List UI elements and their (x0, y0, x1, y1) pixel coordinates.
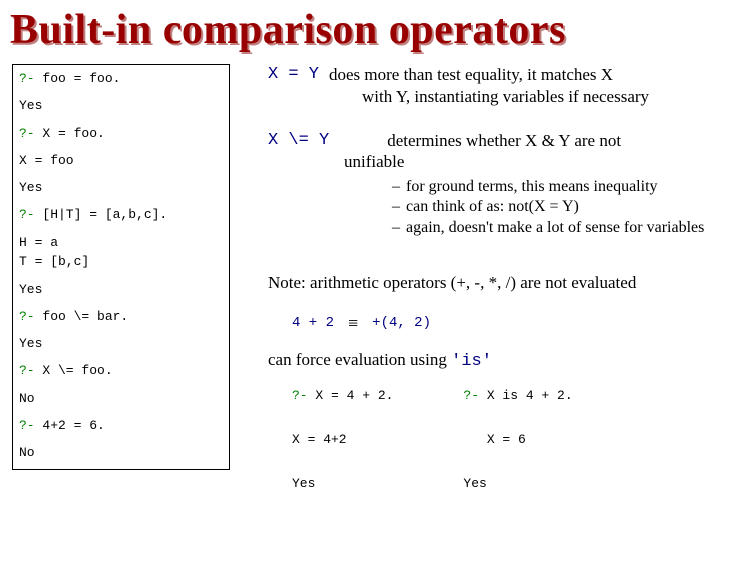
explain-not-unify: X \= Y determines whether X & Y are not … (268, 130, 752, 239)
explain-text: does more than test equality, it matches… (319, 64, 613, 86)
arithmetic-equiv: 4 + 2 ≡ +(4, 2) (268, 312, 752, 335)
left-column: ?- foo = foo. Yes ?- X = foo. X = foo Ye… (12, 64, 230, 495)
example-equals: ?- X = 4 + 2. X = 4+2 Yes (292, 385, 393, 495)
explain-text: with Y, instantiating variables if neces… (268, 86, 752, 108)
example-is: ?- X is 4 + 2. X = 6 Yes (463, 385, 572, 495)
equiv-symbol: ≡ (348, 312, 358, 335)
explain-equals: X = Y does more than test equality, it m… (268, 64, 752, 108)
bullet-list: –for ground terms, this means inequality… (268, 177, 752, 238)
explain-text: unifiable (268, 151, 752, 173)
is-keyword: 'is' (451, 352, 492, 371)
force-text: can force evaluation using (268, 350, 451, 369)
right-column: X = Y does more than test equality, it m… (230, 64, 752, 495)
slide-title: Built-in comparison operators (0, 0, 756, 64)
arith-rhs: +(4, 2) (372, 315, 431, 333)
force-evaluation: can force evaluation using 'is' (268, 349, 752, 373)
code-example-box: ?- foo = foo. Yes ?- X = foo. X = foo Ye… (12, 64, 230, 470)
arith-lhs: 4 + 2 (292, 315, 334, 333)
bottom-examples: ?- X = 4 + 2. X = 4+2 Yes ?- X is 4 + 2.… (268, 385, 752, 495)
equals-operator: X = Y (268, 64, 319, 86)
content-area: ?- foo = foo. Yes ?- X = foo. X = foo Ye… (0, 64, 756, 495)
not-unify-operator: X \= Y (268, 130, 329, 152)
arithmetic-note: Note: arithmetic operators (+, -, *, /) … (268, 272, 752, 294)
explain-text: determines whether X & Y are not (329, 130, 621, 152)
